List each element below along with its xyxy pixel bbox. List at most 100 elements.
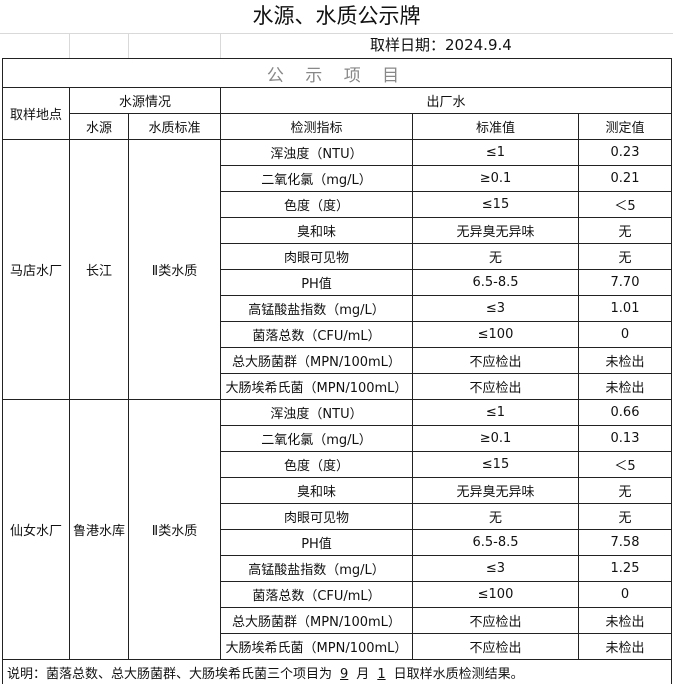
- standard-value: 不应检出: [412, 633, 579, 660]
- table-row: 臭和味 无异臭无异味无: [3, 217, 673, 244]
- table-row: 总大肠菌群（MPN/100mL） 不应检出 未检出: [3, 347, 673, 374]
- note-prefix: 说明：菌落总数、总大肠菌群、大肠埃希氏菌三个项目为: [7, 667, 333, 682]
- table-row: 色度（度） ≤15 ＜5: [3, 451, 673, 478]
- standard-value: ≥0.1: [412, 165, 579, 192]
- measured-value: 未检出: [577, 607, 673, 634]
- indicator: PH值: [220, 529, 413, 556]
- standard-value: 无异臭无异味: [412, 477, 579, 504]
- table-row: 大肠埃希氏菌（MPN/100mL） 不应检出 未检出: [3, 373, 673, 400]
- standard-value: 不应检出: [412, 373, 579, 400]
- indicator: 大肠埃希氏菌（MPN/100mL）: [220, 633, 413, 660]
- measured-value: 1.25: [577, 555, 673, 582]
- indicator: 高锰酸盐指数（mg/L）: [220, 295, 413, 322]
- water-quality-table: 公 示 项 目 取样地点 水源情况 出厂水 水源 水质标准 检测指标 标准值 测…: [1, 58, 673, 684]
- sheet-gridlines: [0, 0, 673, 58]
- standard-value: 无: [412, 243, 579, 270]
- page-title: 水源、水质公示牌: [252, 4, 421, 28]
- source-standard: Ⅱ类水质: [128, 139, 221, 400]
- measured-value: 0: [577, 321, 673, 348]
- table-row: 马店水厂 长江 Ⅱ类水质 浑浊度（NTU） ≤1 0.23: [2, 139, 673, 400]
- indicator: 菌落总数（CFU/mL）: [220, 321, 413, 348]
- measured-value: 0.66: [577, 399, 673, 426]
- standard-value: 不应检出: [412, 607, 579, 634]
- measured-value: 未检出: [577, 633, 673, 660]
- note-day: 1: [377, 667, 386, 682]
- measured-value: 无: [577, 503, 673, 530]
- table-row: 仙女水厂 鲁港水库 Ⅱ类水质 浑浊度（NTU） ≤1 0.66: [2, 399, 673, 660]
- measured-value: 无: [577, 217, 673, 244]
- header-source-standard: 水质标准: [128, 113, 221, 140]
- indicator: 臭和味: [220, 477, 413, 504]
- note-month-unit: 月: [356, 667, 370, 682]
- measured-value: 0: [577, 581, 673, 608]
- header-measured: 测定值: [577, 113, 673, 140]
- indicator: 菌落总数（CFU/mL）: [220, 581, 413, 608]
- indicator: PH值: [220, 269, 413, 296]
- header-source: 水源: [69, 113, 129, 140]
- site-name: 马店水厂: [2, 139, 70, 400]
- standard-value: 无异臭无异味: [412, 217, 579, 244]
- standard-value: 不应检出: [412, 347, 579, 374]
- sample-date: 取样日期：2024.9.4: [370, 36, 512, 54]
- header-standard: 标准值: [412, 113, 579, 140]
- indicator: 浑浊度（NTU）: [220, 139, 413, 166]
- standard-value: ≤15: [412, 191, 579, 218]
- table-row: 菌落总数（CFU/mL） ≤100 0: [3, 321, 673, 348]
- header-outflow: 出厂水: [219, 87, 673, 114]
- indicator: 臭和味: [220, 217, 413, 244]
- measured-value: 无: [577, 477, 673, 504]
- standard-value: ≤100: [412, 581, 579, 608]
- measured-value: ＜5: [577, 191, 673, 218]
- standard-value: ≤100: [412, 321, 579, 348]
- measured-value: 未检出: [577, 347, 673, 374]
- measured-value: 0.13: [577, 425, 673, 452]
- indicator: 总大肠菌群（MPN/100mL）: [220, 347, 413, 374]
- table-row: PH值 6.5-8.5 7.58: [3, 529, 673, 556]
- site-name: 仙女水厂: [2, 399, 70, 660]
- table-row: 二氧化氯（mg/L） ≥0.1 0.13: [3, 425, 673, 452]
- standard-value: ≤1: [412, 399, 579, 426]
- standard-value: ≤3: [412, 295, 579, 322]
- measured-value: 0.23: [577, 139, 673, 166]
- measured-value: 无: [577, 243, 673, 270]
- indicator: 肉眼可见物: [220, 503, 413, 530]
- standard-value: ≤1: [412, 139, 579, 166]
- table-row: 二氧化氯（mg/L） ≥0.1 0.21: [3, 165, 673, 192]
- indicator: 二氧化氯（mg/L）: [220, 165, 413, 192]
- standard-value: 6.5-8.5: [412, 529, 579, 556]
- standard-value: ≥0.1: [412, 425, 579, 452]
- indicator: 二氧化氯（mg/L）: [220, 425, 413, 452]
- measured-value: 1.01: [577, 295, 673, 322]
- measured-value: 0.21: [577, 165, 673, 192]
- table-row: PH值 6.5-8.5 7.70: [3, 269, 673, 296]
- standard-value: ≤15: [412, 451, 579, 478]
- indicator: 色度（度）: [220, 191, 413, 218]
- measured-value: 未检出: [577, 373, 673, 400]
- measured-value: 7.58: [577, 529, 673, 556]
- measured-value: 7.70: [577, 269, 673, 296]
- table-row: 菌落总数（CFU/mL） ≤100 0: [3, 581, 673, 608]
- indicator: 高锰酸盐指数（mg/L）: [220, 555, 413, 582]
- water-source: 鲁港水库: [69, 399, 129, 660]
- table-row: 大肠埃希氏菌（MPN/100mL） 不应检出 未检出: [3, 633, 673, 660]
- indicator: 色度（度）: [220, 451, 413, 478]
- section-title: 公 示 项 目: [1, 58, 673, 88]
- indicator: 大肠埃希氏菌（MPN/100mL）: [220, 373, 413, 400]
- table-row: 高锰酸盐指数（mg/L） ≤3 1.01: [3, 295, 673, 322]
- indicator: 浑浊度（NTU）: [220, 399, 413, 426]
- note: 说明：菌落总数、总大肠菌群、大肠埃希氏菌三个项目为 9 月 1 日取样水质检测结果。: [1, 659, 673, 684]
- note-suffix: 日取样水质检测结果。: [393, 667, 524, 682]
- header-indicator: 检测指标: [220, 113, 413, 140]
- standard-value: 无: [412, 503, 579, 530]
- indicator: 总大肠菌群（MPN/100mL）: [220, 607, 413, 634]
- header-site: 取样地点: [2, 87, 70, 140]
- header-source-info: 水源情况: [69, 87, 221, 114]
- note-month: 9: [340, 667, 349, 682]
- source-standard: Ⅱ类水质: [128, 399, 221, 660]
- water-source: 长江: [69, 139, 129, 400]
- measured-value: ＜5: [577, 451, 673, 478]
- table-row: 高锰酸盐指数（mg/L） ≤3 1.25: [3, 555, 673, 582]
- indicator: 肉眼可见物: [220, 243, 413, 270]
- standard-value: 6.5-8.5: [412, 269, 579, 296]
